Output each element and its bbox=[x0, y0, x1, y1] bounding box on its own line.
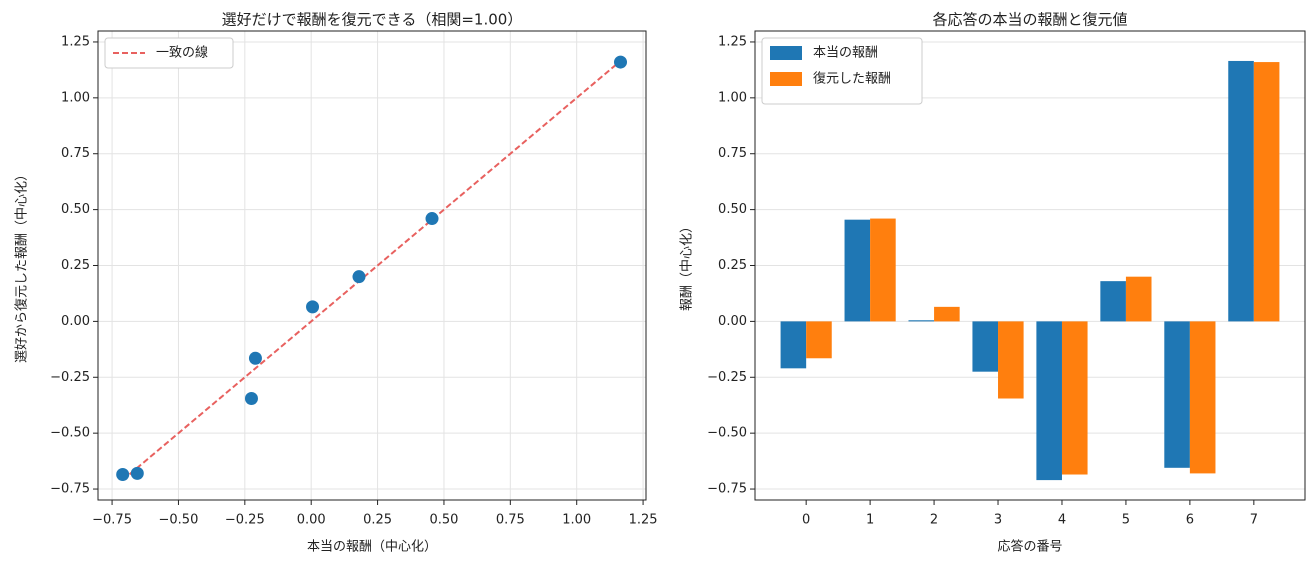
y-tick-label: 0.25 bbox=[61, 258, 90, 273]
bar bbox=[780, 321, 807, 369]
x-tick-label: 6 bbox=[1186, 513, 1194, 528]
y-tick-label: 1.25 bbox=[718, 34, 747, 49]
x-tick-label: 0.25 bbox=[363, 513, 392, 528]
x-tick-label: 1 bbox=[866, 513, 874, 528]
x-tick-label: −0.75 bbox=[92, 513, 132, 528]
x-tick-label: −0.50 bbox=[159, 513, 199, 528]
bar bbox=[972, 321, 999, 372]
bar bbox=[1228, 60, 1254, 322]
x-tick-label: −0.25 bbox=[225, 513, 265, 528]
plot-frame bbox=[754, 30, 1306, 501]
bar bbox=[1125, 276, 1152, 322]
x-tick-label: 5 bbox=[1122, 513, 1130, 528]
y-tick-label: 0.00 bbox=[718, 314, 747, 329]
scatter-point bbox=[352, 270, 366, 284]
y-tick-label: 0.25 bbox=[718, 258, 747, 273]
y-tick-label: −0.25 bbox=[707, 370, 747, 385]
y-tick-label: −0.50 bbox=[50, 426, 90, 441]
reference-line bbox=[122, 60, 622, 481]
y-tick-label: 0.75 bbox=[61, 146, 90, 161]
legend-label: 一致の線 bbox=[156, 45, 208, 61]
bar bbox=[870, 218, 896, 322]
bar bbox=[1061, 321, 1088, 475]
scatter-point bbox=[244, 392, 258, 406]
x-axis-label: 本当の報酬（中心化） bbox=[307, 540, 437, 555]
x-tick-label: 0.75 bbox=[496, 513, 525, 528]
chart-title: 各応答の本当の報酬と復元値 bbox=[932, 11, 1127, 29]
scatter-point bbox=[130, 466, 144, 480]
scatter-point bbox=[248, 351, 262, 365]
x-tick-label: 2 bbox=[930, 513, 938, 528]
bar bbox=[998, 321, 1024, 399]
x-tick-label: 4 bbox=[1058, 513, 1066, 528]
x-tick-label: 3 bbox=[994, 513, 1002, 528]
bar bbox=[1189, 321, 1216, 474]
y-tick-label: −0.75 bbox=[50, 482, 90, 497]
scatter-point bbox=[306, 300, 320, 314]
legend-box bbox=[104, 37, 234, 69]
legend-swatch bbox=[770, 72, 802, 86]
y-tick-label: 1.00 bbox=[61, 90, 90, 105]
y-tick-label: 0.75 bbox=[718, 146, 747, 161]
bar bbox=[908, 320, 935, 322]
bar bbox=[1100, 281, 1126, 322]
y-tick-label: −0.75 bbox=[707, 482, 747, 497]
x-tick-label: 0 bbox=[802, 513, 810, 528]
x-tick-label: 0.50 bbox=[429, 513, 458, 528]
y-axis-label: 選好から復元した報酬（中心化） bbox=[14, 168, 30, 363]
x-tick-label: 1.25 bbox=[629, 513, 658, 528]
x-tick-label: 0.00 bbox=[297, 513, 326, 528]
y-tick-label: 0.00 bbox=[61, 314, 90, 329]
bar bbox=[934, 306, 960, 322]
y-tick-label: 0.50 bbox=[61, 202, 90, 217]
y-tick-label: 1.25 bbox=[61, 34, 90, 49]
chart-title: 選好だけで報酬を復元できる（相関=1.00） bbox=[222, 11, 523, 29]
bar bbox=[844, 219, 871, 322]
y-tick-label: 1.00 bbox=[718, 90, 747, 105]
legend-label: 本当の報酬 bbox=[813, 46, 878, 61]
bar bbox=[1036, 321, 1062, 481]
y-axis-label: 報酬（中心化） bbox=[680, 220, 695, 311]
bar bbox=[806, 321, 832, 359]
legend-label: 復元した報酬 bbox=[813, 71, 891, 87]
scatter-point bbox=[425, 212, 439, 226]
plot-frame bbox=[97, 30, 647, 501]
x-tick-label: 1.00 bbox=[562, 513, 591, 528]
y-tick-label: 0.50 bbox=[718, 202, 747, 217]
bar bbox=[1253, 62, 1280, 322]
y-tick-label: −0.50 bbox=[707, 426, 747, 441]
x-axis-label: 応答の番号 bbox=[997, 539, 1062, 555]
legend-swatch bbox=[770, 46, 802, 60]
scatter-point bbox=[614, 55, 628, 69]
scatter-point bbox=[116, 468, 130, 482]
bar bbox=[1164, 321, 1190, 468]
y-tick-label: −0.25 bbox=[50, 370, 90, 385]
x-tick-label: 7 bbox=[1250, 513, 1258, 528]
